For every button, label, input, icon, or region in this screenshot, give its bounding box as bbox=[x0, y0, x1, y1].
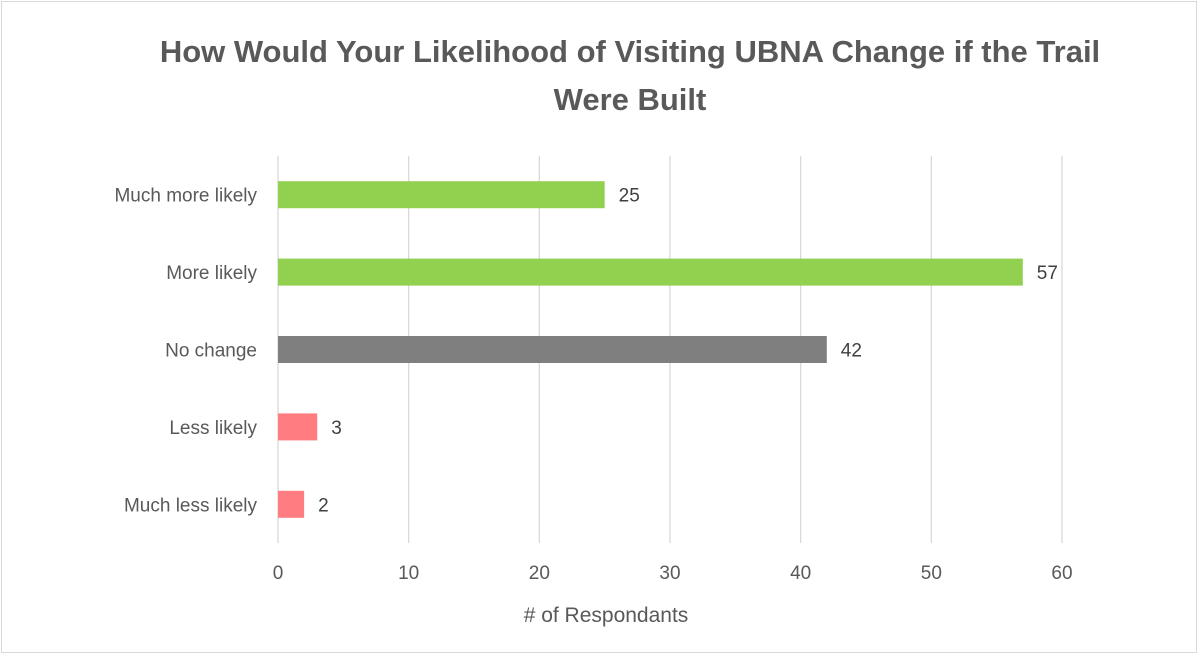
x-tick-label: 30 bbox=[659, 563, 680, 584]
category-label: Much less likely bbox=[124, 495, 258, 516]
x-tick-label: 10 bbox=[398, 563, 419, 584]
chart-title: How Would Your Likelihood of Visiting UB… bbox=[0, 28, 1200, 124]
x-tick-label: 20 bbox=[529, 563, 550, 584]
bars bbox=[278, 181, 1023, 518]
x-tick-label: 0 bbox=[273, 563, 284, 584]
x-axis-title: # of Respondants bbox=[524, 604, 689, 627]
data-label: 3 bbox=[331, 418, 342, 439]
x-tick-labels: 0 10 20 30 40 50 60 bbox=[273, 563, 1073, 584]
category-label: No change bbox=[165, 341, 257, 362]
x-tick-label: 60 bbox=[1051, 563, 1072, 584]
data-label: 2 bbox=[318, 495, 329, 516]
data-label: 42 bbox=[841, 341, 862, 362]
bar bbox=[278, 490, 305, 518]
category-label: Less likely bbox=[169, 418, 257, 439]
x-tick-label: 40 bbox=[790, 563, 811, 584]
category-label: More likely bbox=[166, 263, 257, 284]
x-tick-label: 50 bbox=[921, 563, 942, 584]
chart-title-text: How Would Your Likelihood of Visiting UB… bbox=[159, 34, 1101, 117]
category-label: Much more likely bbox=[114, 186, 257, 207]
bar bbox=[278, 413, 318, 441]
bar bbox=[278, 258, 1023, 286]
data-labels: 25 57 42 3 2 bbox=[318, 186, 1058, 517]
bar bbox=[278, 336, 827, 363]
category-labels: Much more likely More likely No change Less… bbox=[114, 186, 257, 517]
data-label: 57 bbox=[1037, 263, 1058, 284]
data-label: 25 bbox=[619, 186, 640, 207]
bar bbox=[278, 181, 605, 209]
